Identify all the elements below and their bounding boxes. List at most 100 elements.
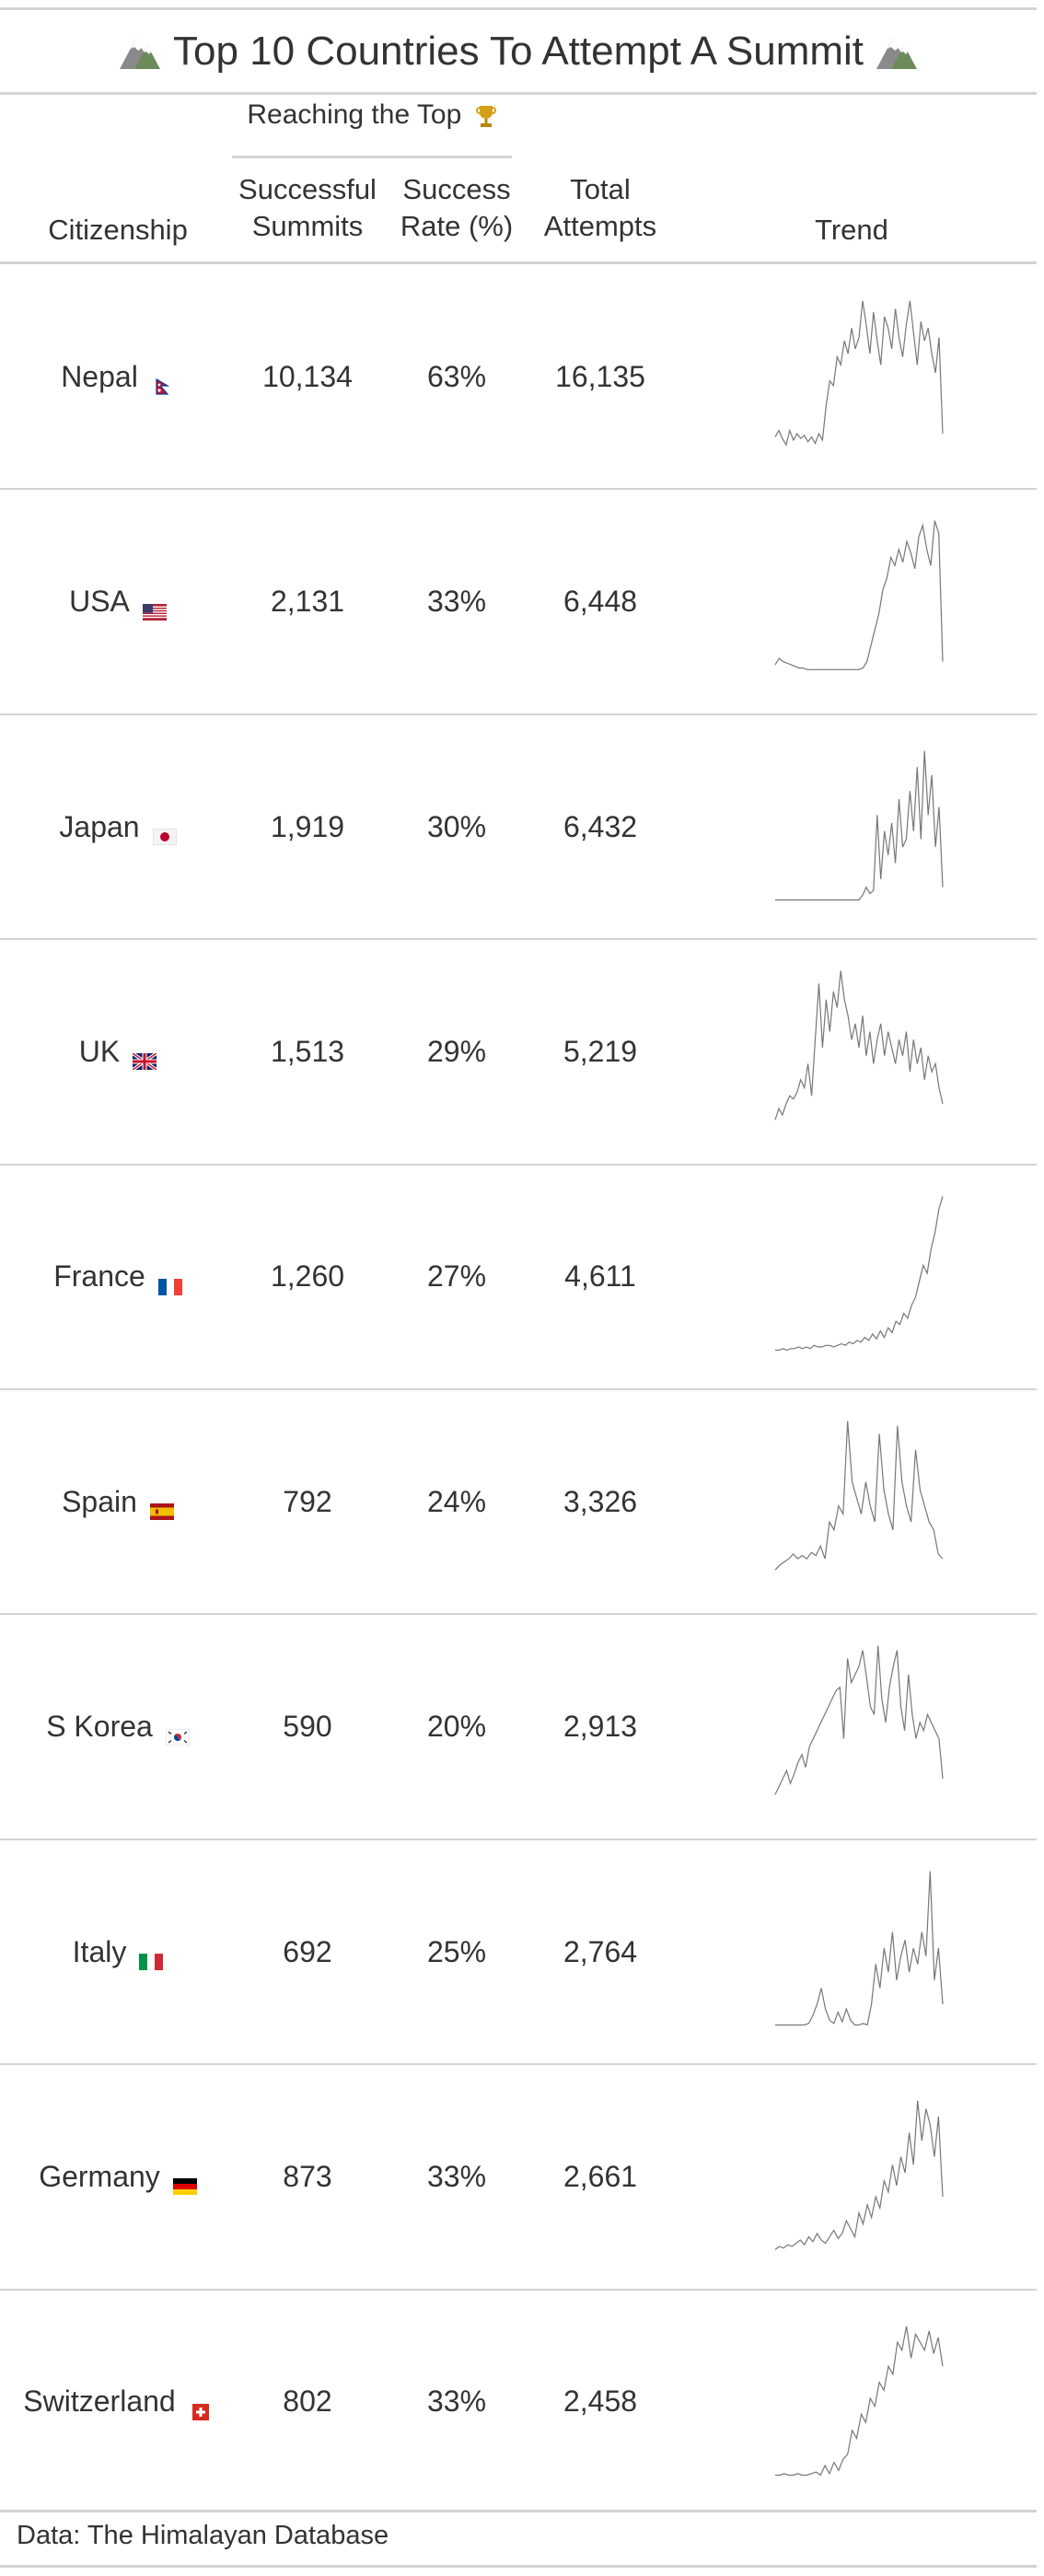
trend-line [775,750,944,900]
table-cell-summits: 1,919 [270,809,345,843]
table-cell-summits: 1,513 [270,1034,345,1068]
trend-sparkline [775,1871,944,2026]
table-cell-summits: 10,134 [262,359,353,393]
row-divider [0,1163,1037,1166]
table-cell-attempts: 2,661 [563,2159,638,2193]
table-cell-summits: 692 [283,1934,332,1968]
table-cell-success-rate: 33% [426,2159,487,2193]
row-divider [0,2063,1037,2066]
switzerland-flag-icon [189,2394,213,2420]
header-success-rate: Success Rate (%) [400,173,514,242]
trend-sparkline [774,1421,944,1571]
table-cell-success-rate: 27% [426,1259,487,1294]
table-cell-attempts: 5,219 [563,1034,638,1068]
trend-sparkline [774,2100,944,2251]
uk-flag-icon [132,1043,158,1072]
row-divider [0,1388,1037,1390]
title-rule [0,92,1037,95]
trend-sparkline [774,300,944,447]
row-divider [0,938,1037,941]
table-cell-success-rate: 30% [426,809,487,843]
table-cell-country: Switzerland [0,2380,236,2424]
nepal-flag-icon [151,368,175,395]
row-divider [0,1838,1037,1840]
trend-line [774,520,944,671]
germany-flag-icon [172,2168,197,2196]
japan-flag-icon [152,818,177,846]
row-divider [0,713,1037,715]
table-cell-summits: 792 [283,1484,332,1518]
table-cell-summits: 2,131 [270,585,345,619]
table-cell-summits: 590 [283,1710,332,1744]
country-name: Switzerland [23,2385,176,2419]
header-trend: Trend [815,214,888,246]
table-cell-summits: 873 [283,2159,332,2193]
table-cell-success-rate: 63% [426,359,487,393]
table-cell-country: Spain [0,1479,236,1524]
table-cell-country: Nepal [0,354,236,399]
table-cell-success-rate: 33% [426,585,487,619]
header-rule [0,261,1037,264]
table-title: Top 10 Countries To Attempt A Summit [0,13,1037,90]
table-cell-attempts: 16,135 [555,359,645,393]
italy-flag-icon [139,1944,164,1970]
table-cell-success-rate: 29% [426,1034,487,1068]
trend-line [774,970,944,1120]
south-korea-flag-icon [165,1719,191,1746]
title-text: Top 10 Countries To Attempt A Summit [172,29,864,74]
table-cell-success-rate: 24% [426,1484,487,1518]
usa-flag-icon [142,594,167,621]
table-cell-summits: 1,260 [270,1259,345,1294]
column-spanner: Reaching the Top [232,99,512,131]
table-cell-attempts: 2,913 [563,1710,638,1744]
country-name: Nepal [61,359,138,393]
trend-sparkline [774,970,944,1120]
trend-line [775,1195,944,1351]
table-cell-attempts: 3,326 [563,1484,638,1518]
country-name: S Korea [46,1710,153,1744]
table-cell-summits: 802 [283,2385,332,2419]
table-cell-attempts: 6,432 [563,809,638,843]
table-cell-country: Germany [0,2154,236,2199]
trend-line [775,1871,944,2026]
row-divider [0,2288,1037,2291]
table-cell-country: USA [0,580,236,624]
bottom-rule [0,2510,1037,2512]
mountain-icon [118,32,162,71]
trend-sparkline [774,1645,944,1795]
table-cell-country: Japan [0,805,236,849]
trophy-icon [475,104,497,128]
country-name: Japan [59,809,140,843]
table-cell-country: Italy [0,1930,236,1974]
trend-line [774,1421,944,1571]
table-cell-country: UK [0,1029,236,1073]
trend-line [774,300,944,447]
france-flag-icon [157,1269,182,1295]
top-rule [0,7,1037,10]
table-cell-success-rate: 33% [426,2385,487,2419]
trend-sparkline [774,520,944,671]
table-cell-success-rate: 20% [426,1710,487,1744]
country-name: USA [69,585,130,619]
trend-sparkline [775,2326,944,2476]
table-cell-attempts: 2,764 [563,1934,638,1968]
spanner-label: Reaching the Top [247,99,462,130]
table-cell-attempts: 4,611 [564,1259,636,1294]
trend-line [775,2326,944,2476]
spanner-rule [232,156,512,158]
header-successful-summits: Successful Summits [238,173,377,242]
table-cell-country: S Korea [0,1705,236,1749]
country-name: Germany [39,2159,160,2193]
header-total-attempts: Total Attempts [543,173,657,242]
table-cell-success-rate: 25% [426,1934,487,1968]
mountain-icon [875,32,919,71]
country-name: France [53,1259,145,1294]
country-name: Spain [62,1484,137,1518]
row-divider [0,488,1037,491]
spain-flag-icon [149,1493,174,1521]
trend-sparkline [775,1195,944,1351]
table-cell-attempts: 2,458 [563,2385,638,2419]
source-note: Data: The Himalayan Database [17,2521,389,2550]
country-name: Italy [72,1934,127,1968]
